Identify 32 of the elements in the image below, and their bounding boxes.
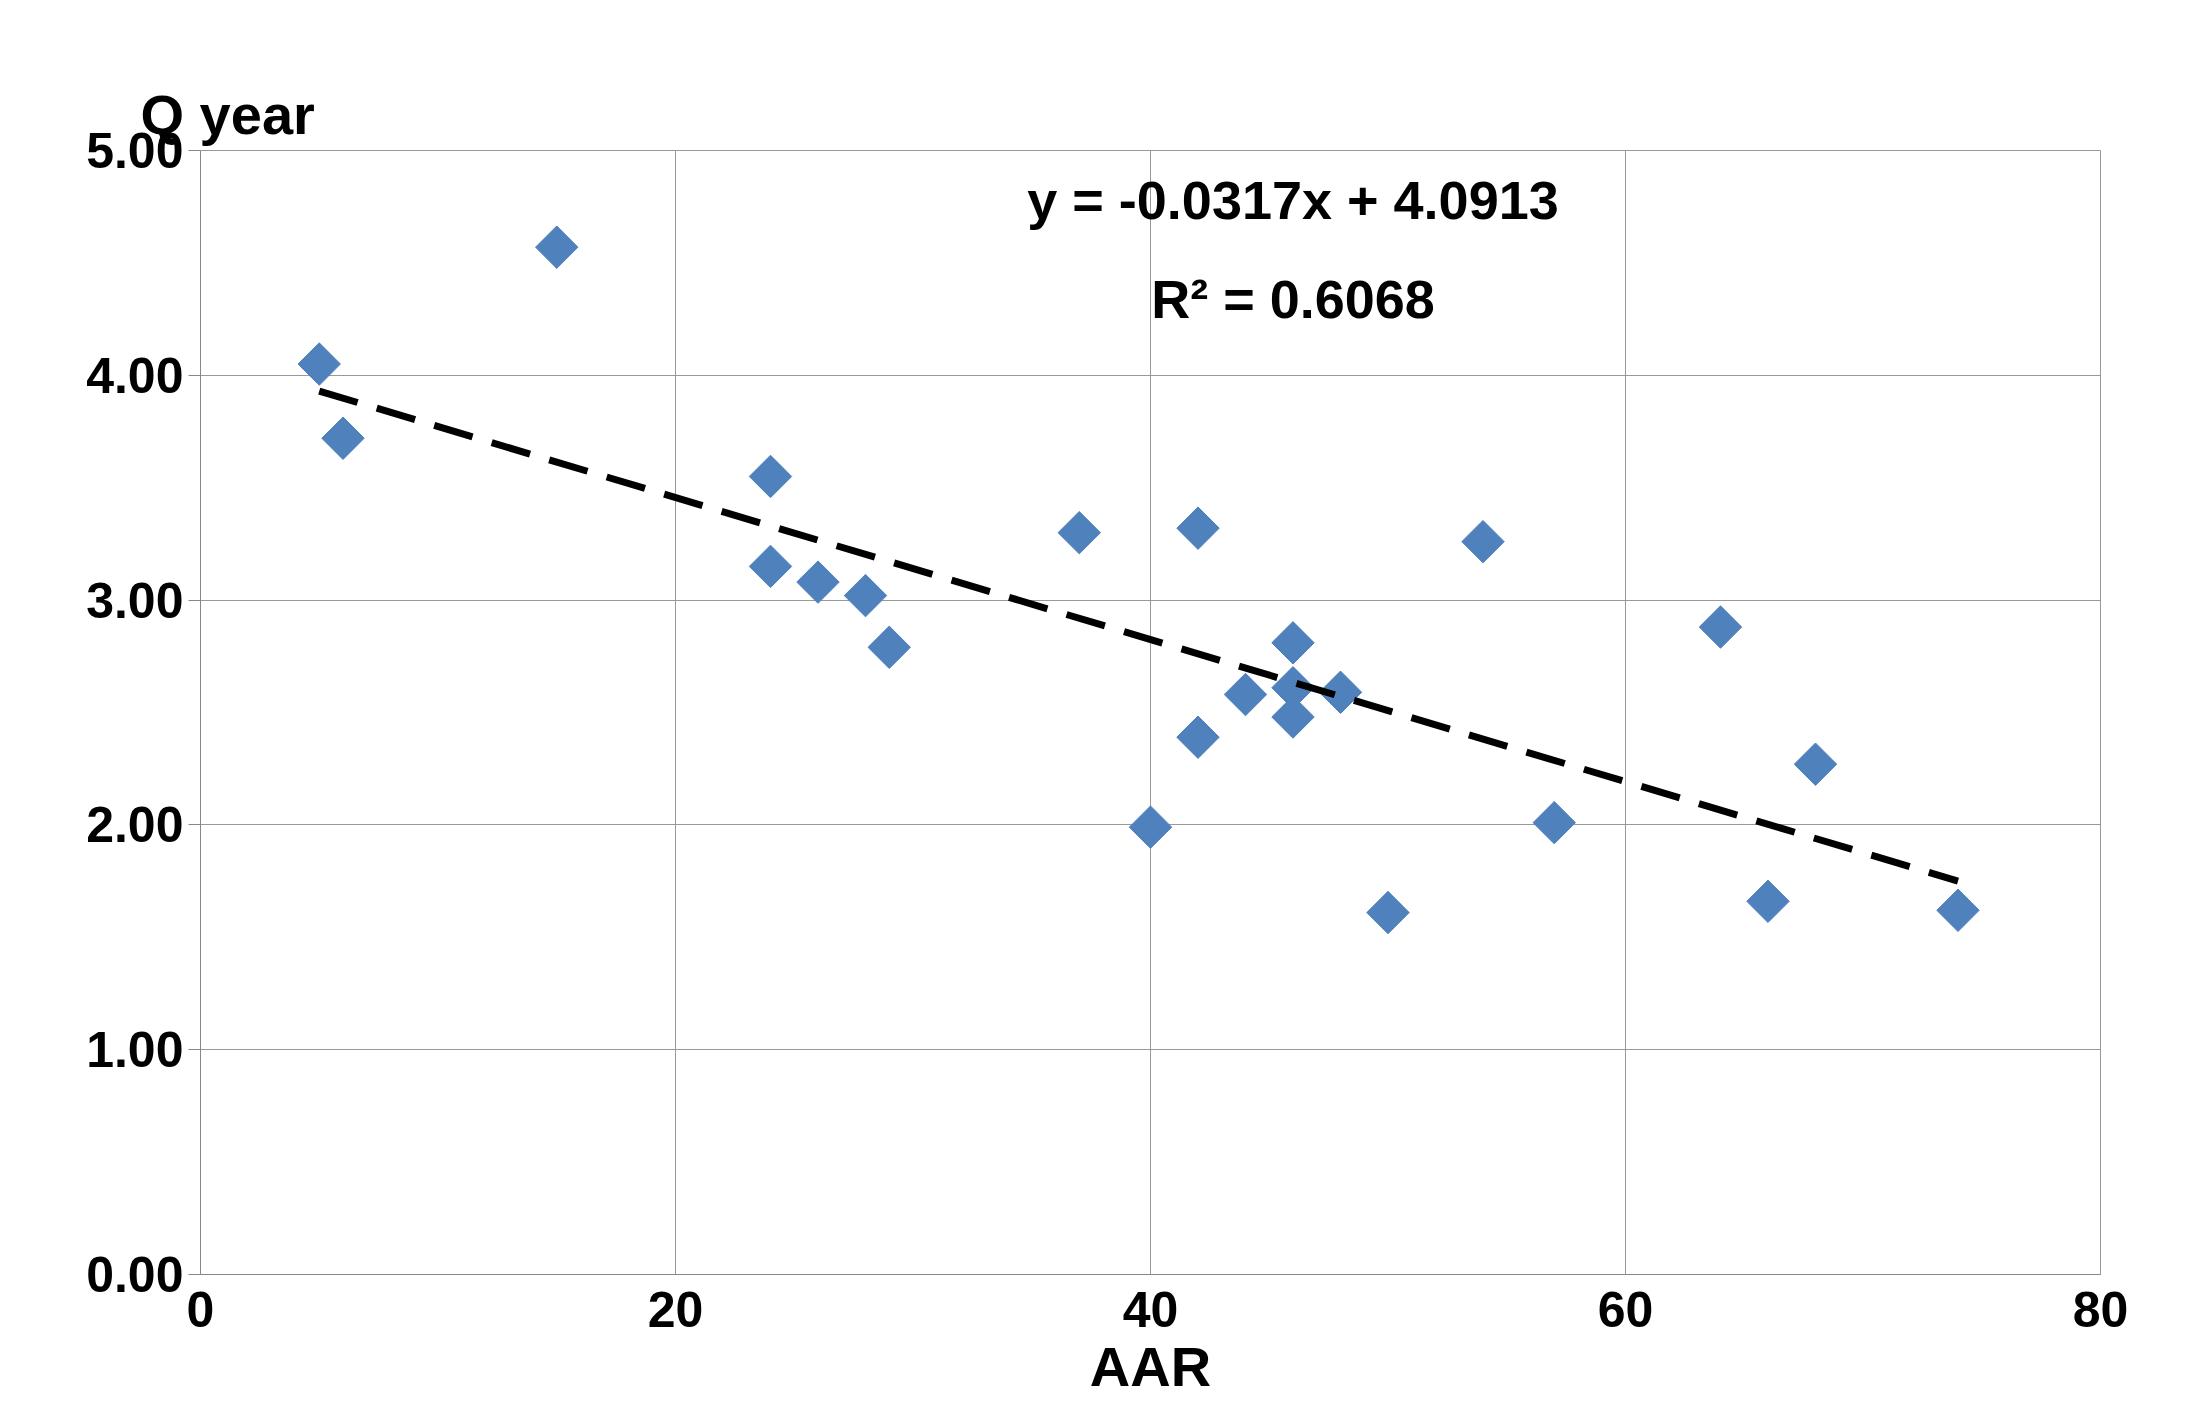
point [1271,621,1315,665]
annotation: R² = 0.6068 [1151,268,1435,329]
y-tick-label: 0.00 [86,1247,184,1303]
point [321,416,365,460]
point [843,573,888,618]
point [867,625,911,670]
point [748,454,793,499]
x-tick-label: 0 [186,1281,215,1338]
x-tick-label: 20 [647,1281,704,1338]
point [1366,890,1410,935]
point [1176,715,1220,759]
y-tick-label: 2.00 [86,797,184,854]
y-tick-label: 1.00 [86,1022,184,1079]
annotation: y = -0.0317x + 4.0913 [1027,169,1559,230]
point [1698,605,1743,649]
x-tick-label: 80 [2072,1281,2129,1338]
point [1223,672,1268,717]
y-tick-label: 4.00 [86,347,184,404]
point [297,342,341,386]
point [1461,519,1505,564]
x-tick-label: 60 [1597,1281,1654,1338]
point [1746,879,1790,924]
point [796,560,840,604]
point [1936,888,1980,933]
point [1532,800,1576,845]
point [1128,805,1173,849]
point [1793,742,1838,786]
point [535,225,579,269]
point [1057,510,1101,555]
point [748,544,793,589]
y-tick-label: 3.00 [86,572,184,629]
point [1176,506,1220,550]
